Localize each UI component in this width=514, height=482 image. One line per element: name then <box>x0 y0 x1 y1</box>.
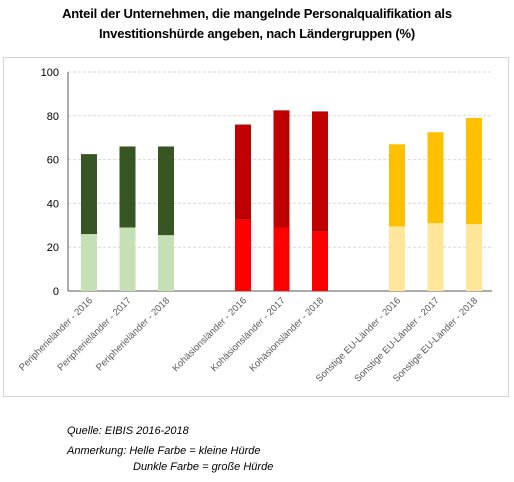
bar-kleine-huerde <box>158 235 174 291</box>
x-tick-label: Kohäsionsländer - 2016 <box>170 295 249 374</box>
bar-grosse-huerde <box>119 146 136 228</box>
bar-grosse-huerde <box>273 110 290 228</box>
bar-kleine-huerde <box>273 227 290 291</box>
remark-note-light: Anmerkung: Helle Farbe = kleine Hürde <box>67 445 261 457</box>
bar-grosse-huerde <box>235 124 251 220</box>
y-tick-label: 80 <box>47 111 59 123</box>
x-tick-label: Kohäsionsländer - 2017 <box>209 295 288 374</box>
bar-kleine-huerde <box>389 226 405 291</box>
bar-kleine-huerde <box>312 231 328 291</box>
bar-grosse-huerde <box>81 154 97 235</box>
bar-grosse-huerde <box>312 111 328 232</box>
bar-grosse-huerde <box>427 132 444 224</box>
y-tick-label: 0 <box>53 286 59 298</box>
bar-kleine-huerde <box>235 219 251 291</box>
y-tick-label: 40 <box>47 198 59 210</box>
chart-title: Anteil der Unternehmen, die mangelnde Pe… <box>0 4 514 44</box>
chart-title-line-2: Investitionshürde angeben, nach Ländergr… <box>99 26 415 41</box>
bar-kleine-huerde <box>466 224 482 291</box>
bar-kleine-huerde <box>119 227 136 291</box>
remark-note-dark: Dunkle Farbe = große Hürde <box>133 461 274 473</box>
bar-grosse-huerde <box>158 146 174 236</box>
x-tick-label: Kohäsionsländer - 2018 <box>247 295 326 374</box>
chart-title-line-1: Anteil der Unternehmen, die mangelnde Pe… <box>62 6 452 21</box>
x-tick-label: Peripherieländer - 2016 <box>17 295 95 373</box>
x-tick-label: Peripherieländer - 2017 <box>56 295 134 373</box>
bar-kleine-huerde <box>81 234 97 291</box>
y-tick-label: 20 <box>47 242 59 254</box>
bar-grosse-huerde <box>389 144 405 227</box>
source-note: Quelle: EIBIS 2016-2018 <box>67 425 189 437</box>
stacked-bar-chart: 0 20 40 60 80 100 Peripherieländer - 2016Perip… <box>17 67 492 385</box>
y-tick-label: 100 <box>41 67 59 79</box>
y-tick-label: 60 <box>47 155 59 167</box>
bar-kleine-huerde <box>427 223 444 291</box>
x-tick-label: Peripherieländer - 2018 <box>94 295 172 373</box>
bar-grosse-huerde <box>466 117 482 225</box>
